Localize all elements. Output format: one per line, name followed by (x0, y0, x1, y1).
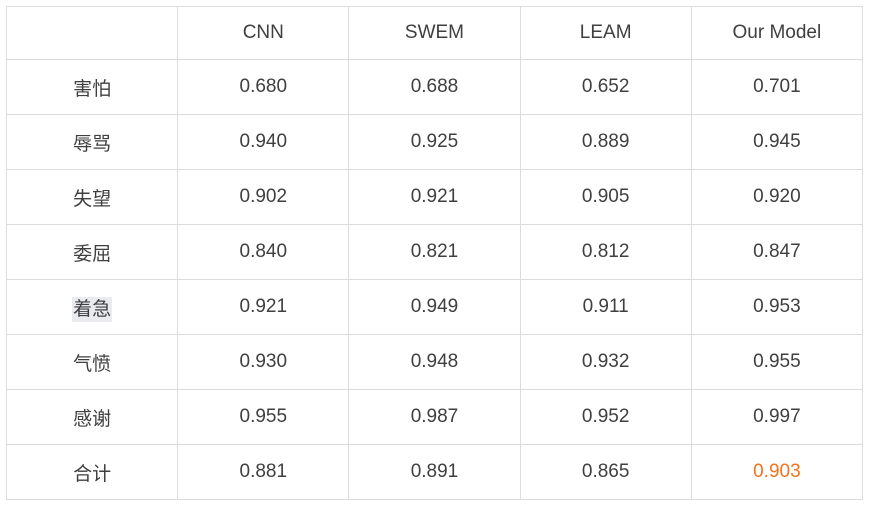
table-row: 着急 0.921 0.949 0.911 0.953 (5, 279, 864, 335)
cell-value: 0.948 (348, 334, 521, 390)
cell-value: 0.925 (348, 114, 521, 170)
cell-value: 0.940 (177, 114, 350, 170)
cell-value: 0.952 (519, 389, 692, 445)
row-label: 失望 (5, 169, 179, 225)
cell-value: 0.955 (690, 334, 864, 390)
column-header-empty (5, 6, 179, 60)
cell-value: 0.902 (177, 169, 350, 225)
cell-value-best-total: 0.903 (690, 444, 864, 500)
row-label: 感谢 (5, 389, 179, 445)
cell-value: 0.891 (348, 444, 521, 500)
cell-value: 0.911 (519, 279, 692, 335)
cell-value: 0.920 (690, 169, 864, 225)
cell-value: 0.921 (348, 169, 521, 225)
table-row: 气愤 0.930 0.948 0.932 0.955 (5, 334, 864, 390)
cell-value: 0.812 (519, 224, 692, 280)
cell-value: 0.840 (177, 224, 350, 280)
cell-value: 0.953 (690, 279, 864, 335)
model-comparison-table: CNN SWEM LEAM Our Model 害怕 0.680 0.688 0… (5, 6, 864, 500)
cell-value: 0.905 (519, 169, 692, 225)
cell-value: 0.847 (690, 224, 864, 280)
cell-value: 0.701 (690, 59, 864, 115)
row-label: 气愤 (5, 334, 179, 390)
cell-value: 0.652 (519, 59, 692, 115)
row-label: 合计 (5, 444, 179, 500)
table-row: 失望 0.902 0.921 0.905 0.920 (5, 169, 864, 225)
cell-value: 0.865 (519, 444, 692, 500)
table-header: CNN SWEM LEAM Our Model (5, 6, 864, 60)
cell-value: 0.997 (690, 389, 864, 445)
table-row: 辱骂 0.940 0.925 0.889 0.945 (5, 114, 864, 170)
cell-value: 0.881 (177, 444, 350, 500)
table-row: 感谢 0.955 0.987 0.952 0.997 (5, 389, 864, 445)
cell-value: 0.987 (348, 389, 521, 445)
row-label: 害怕 (5, 59, 179, 115)
cell-value: 0.680 (177, 59, 350, 115)
table-row: 害怕 0.680 0.688 0.652 0.701 (5, 59, 864, 115)
column-header-leam: LEAM (519, 6, 692, 60)
cell-value: 0.932 (519, 334, 692, 390)
table-row: 委屈 0.840 0.821 0.812 0.847 (5, 224, 864, 280)
column-header-cnn: CNN (177, 6, 350, 60)
row-label: 着急 (5, 279, 179, 335)
row-label: 委屈 (5, 224, 179, 280)
cell-value: 0.930 (177, 334, 350, 390)
selected-text-highlight: 着急 (72, 296, 113, 322)
cell-value: 0.688 (348, 59, 521, 115)
cell-value: 0.821 (348, 224, 521, 280)
header-row: CNN SWEM LEAM Our Model (5, 6, 864, 60)
cell-value: 0.889 (519, 114, 692, 170)
column-header-our-model: Our Model (690, 6, 864, 60)
table-row-total: 合计 0.881 0.891 0.865 0.903 (5, 444, 864, 500)
cell-value: 0.949 (348, 279, 521, 335)
column-header-swem: SWEM (348, 6, 521, 60)
table-body: 害怕 0.680 0.688 0.652 0.701 辱骂 0.940 0.92… (5, 59, 864, 500)
cell-value: 0.921 (177, 279, 350, 335)
cell-value: 0.955 (177, 389, 350, 445)
cell-value: 0.945 (690, 114, 864, 170)
row-label: 辱骂 (5, 114, 179, 170)
